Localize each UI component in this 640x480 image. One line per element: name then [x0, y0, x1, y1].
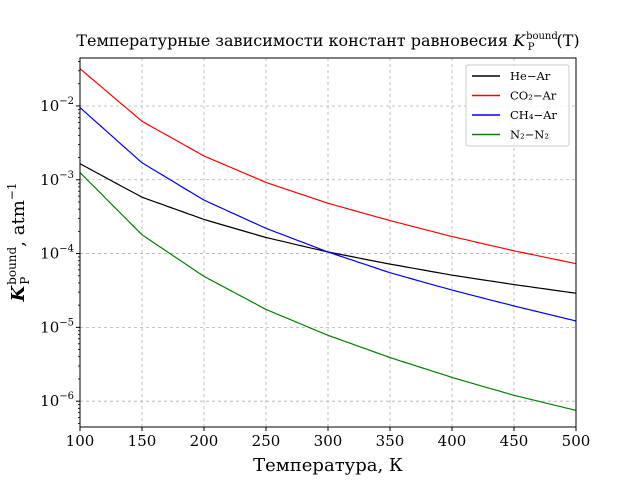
chart-title: Температурные зависимости констант равно…	[76, 31, 579, 53]
legend-label: CH₄−Ar	[510, 108, 557, 122]
legend: He−Ar CO₂−Ar CH₄−Ar N₂−N₂	[465, 64, 570, 147]
y-tick-label: 10−3	[40, 170, 74, 189]
y-tick-label: 10−4	[40, 244, 74, 263]
x-tick-label: 100	[66, 432, 95, 450]
x-tick-label: 500	[562, 432, 591, 450]
y-tick-label: 10−2	[40, 96, 74, 115]
x-tick-label: 150	[128, 432, 157, 450]
y-tick-label: 10−5	[40, 317, 74, 336]
x-tick-label: 300	[314, 432, 343, 450]
series-line	[79, 107, 577, 322]
y-axis-label: KboundP, atm−1	[5, 183, 32, 303]
x-tick-label: 400	[438, 432, 467, 450]
series-line	[79, 172, 577, 411]
series-line	[79, 68, 577, 265]
x-axis-label: Температура, К	[253, 455, 403, 476]
series-lines	[79, 68, 577, 411]
y-tick-label: 10−6	[40, 391, 74, 410]
legend-label: N₂−N₂	[510, 128, 549, 142]
legend-box	[465, 64, 570, 147]
legend-label: He−Ar	[510, 69, 551, 83]
x-tick-label: 250	[252, 432, 281, 450]
x-tick-label: 450	[500, 432, 529, 450]
x-tick-label: 200	[190, 432, 219, 450]
legend-label: CO₂−Ar	[510, 89, 557, 103]
ticks: 100 150 200 250 300 350 400 450 500 10−6 10−5 10−4 1…	[40, 61, 591, 450]
x-tick-label: 350	[376, 432, 405, 450]
